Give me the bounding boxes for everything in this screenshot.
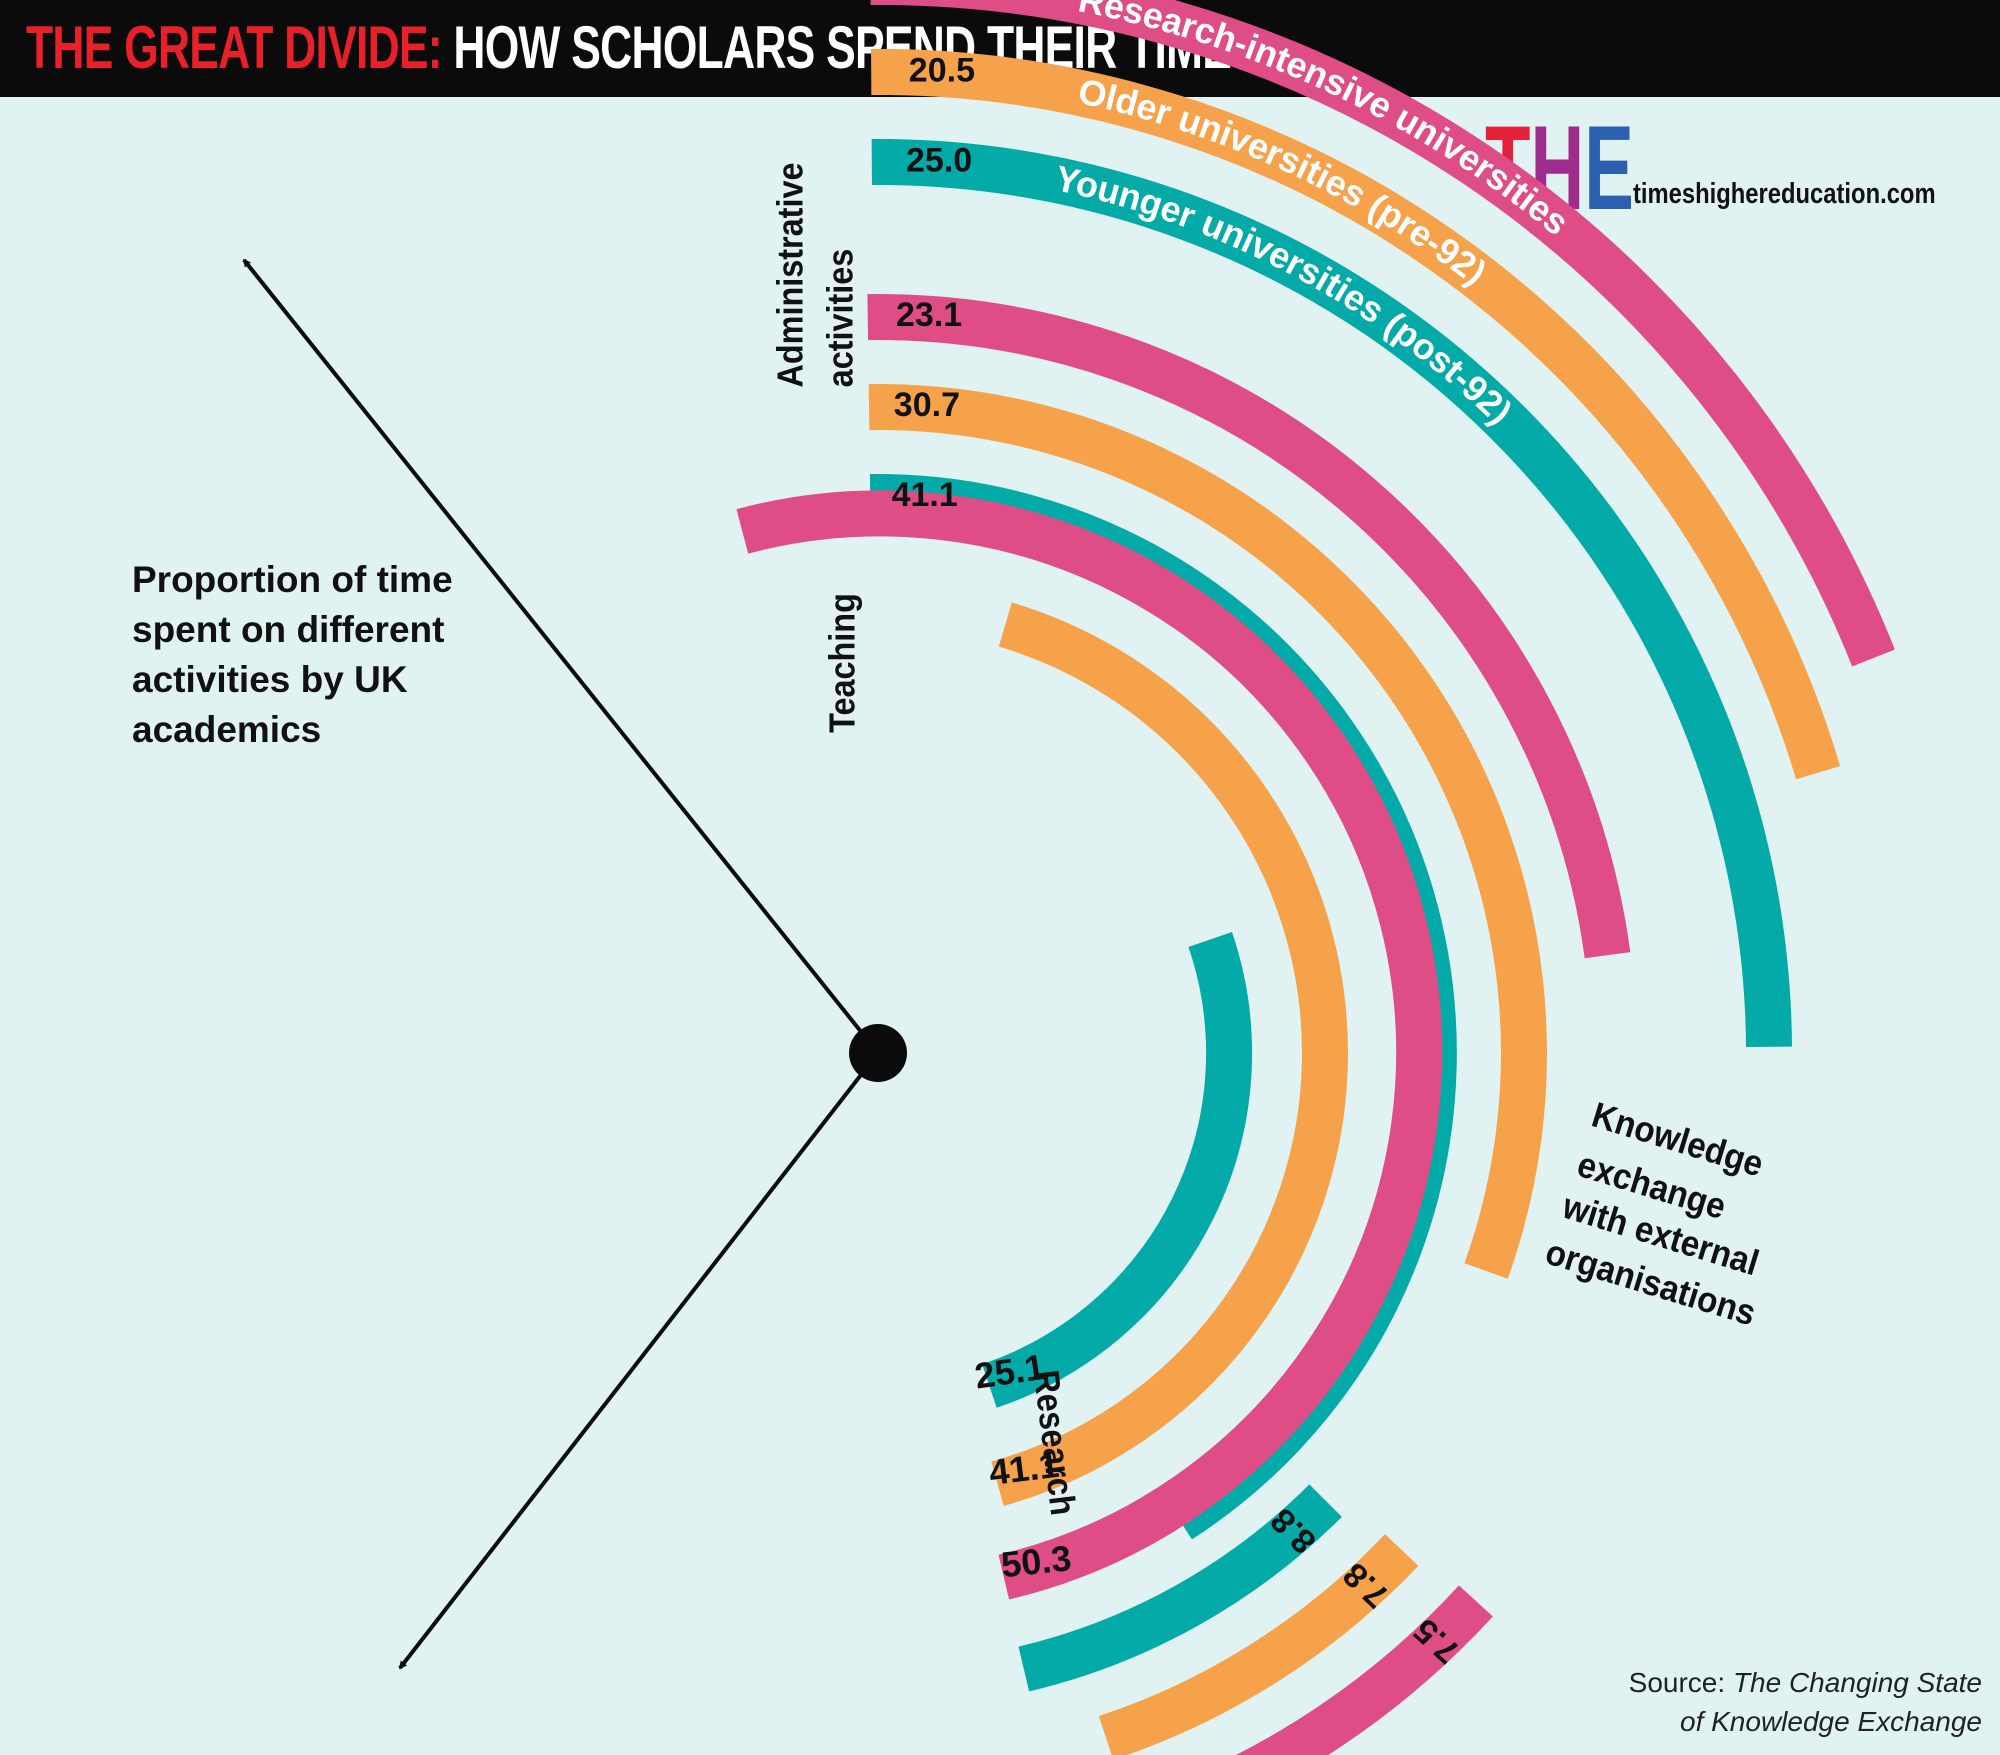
website-url: timeshighereducation.com	[1633, 178, 1936, 210]
teaching-bar-1	[867, 294, 1631, 959]
knowledge-bar-3	[1018, 1484, 1342, 1692]
teaching-value-label-2: 30.7	[894, 386, 960, 424]
teaching-category-label: Teaching	[823, 593, 863, 733]
teaching-value-label-3: 41.1	[892, 476, 958, 514]
admin-category-label-line2: activities	[821, 249, 861, 388]
center-dot	[849, 1024, 907, 1082]
logo-letter-e: E	[1584, 101, 1634, 235]
title-highlight: THE GREAT DIVIDE:	[26, 14, 443, 81]
admin-value-label-2: 20.5	[909, 51, 975, 89]
source-title-line1: The Changing State	[1732, 1667, 1982, 1698]
research-bar-2	[991, 602, 1348, 1506]
arrows-layer	[242, 258, 880, 1670]
source-prefix: Source:	[1628, 1667, 1733, 1698]
admin-bar-2	[871, 48, 1841, 780]
bars-layer	[736, 0, 1895, 1755]
knowledge-bar-2	[1098, 1534, 1419, 1755]
research-bar-3	[982, 932, 1252, 1408]
series-label-text-3: Younger universities (post-92)	[1052, 157, 1521, 432]
research-value-label-3: 25.1	[972, 1346, 1047, 1397]
page-title: THE GREAT DIVIDE: HOW SCHOLARS SPEND THE…	[26, 12, 1232, 84]
research-value-label-2: 41.1	[987, 1444, 1062, 1493]
chart-description: Proportion of time spent on different ac…	[132, 559, 453, 750]
source-note: Source: The Changing State of Knowledge …	[1629, 1663, 1982, 1741]
admin-value-label-3: 25.0	[906, 141, 972, 179]
knowledge-bar-1	[1235, 1585, 1493, 1755]
teaching-bar-2	[868, 384, 1547, 1279]
admin-bar-1	[870, 0, 1895, 667]
arrow-down-left	[398, 1051, 880, 1670]
arrow-up-left	[242, 258, 880, 1055]
teaching-value-label-1: 23.1	[896, 296, 962, 334]
admin-category-label-line1: Administrative	[771, 163, 811, 388]
source-title-line2: of Knowledge Exchange	[1680, 1706, 1982, 1737]
series-label-3: Younger universities (post-92)	[1052, 157, 1521, 432]
research-bar-1	[736, 490, 1443, 1600]
research-value-label-1: 50.3	[999, 1537, 1073, 1585]
series-label-path-1	[1079, 1, 1877, 666]
teaching-bar-3	[869, 474, 1457, 1540]
admin-bar-3	[871, 138, 1792, 1047]
